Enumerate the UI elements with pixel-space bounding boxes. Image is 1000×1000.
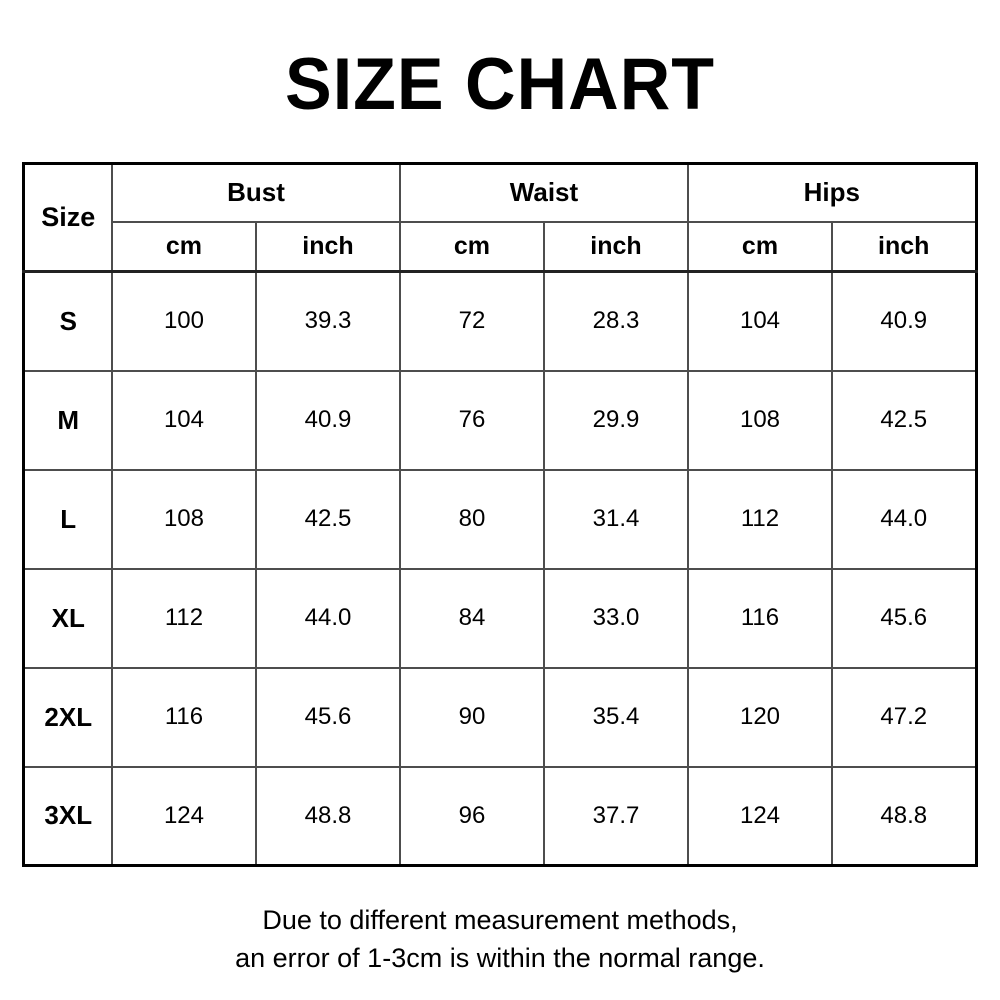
table-row: S 100 39.3 72 28.3 104 40.9 [22, 270, 977, 372]
measurement-value: 76 [398, 369, 545, 471]
unit-header-waist-inch: inch [542, 220, 690, 273]
table-header: Size Bust Waist Hips cm inch cm inch cm … [22, 162, 977, 273]
size-label: 3XL [22, 765, 113, 867]
column-header-waist: Waist [398, 162, 690, 223]
measurement-value: 28.3 [542, 270, 690, 372]
measurement-value: 120 [687, 666, 833, 768]
measurement-value: 72 [398, 270, 545, 372]
measurement-value: 42.5 [254, 468, 401, 570]
unit-header-waist-cm: cm [398, 220, 545, 273]
size-chart-table: Size Bust Waist Hips cm inch cm inch cm … [22, 162, 978, 867]
column-header-size: Size [22, 162, 113, 273]
unit-header-bust-inch: inch [254, 220, 401, 273]
table-row: 2XL 116 45.6 90 35.4 120 47.2 [22, 666, 977, 768]
measurement-value: 44.0 [254, 567, 401, 669]
measurement-value: 45.6 [831, 567, 977, 669]
size-label: S [22, 270, 113, 372]
measurement-value: 31.4 [542, 468, 690, 570]
measurement-note-line1: Due to different measurement methods, [262, 905, 738, 935]
measurement-value: 112 [687, 468, 833, 570]
unit-header-hips-cm: cm [687, 220, 833, 273]
page-title: SIZE CHART [285, 43, 715, 125]
table-row: 3XL 124 48.8 96 37.7 124 48.8 [22, 765, 977, 867]
measurement-value: 104 [687, 270, 833, 372]
unit-header-bust-cm: cm [110, 220, 257, 273]
size-chart-page: SIZE CHART Size Bust Waist Hips cm inch … [0, 43, 1000, 1000]
size-label: L [22, 468, 113, 570]
measurement-value: 124 [110, 765, 257, 867]
measurement-value: 44.0 [831, 468, 977, 570]
measurement-value: 90 [398, 666, 545, 768]
size-label: 2XL [22, 666, 113, 768]
header-group-row: Size Bust Waist Hips [22, 162, 977, 273]
measurement-value: 96 [398, 765, 545, 867]
column-header-hips: Hips [687, 162, 977, 223]
measurement-value: 116 [110, 666, 257, 768]
size-label: XL [22, 567, 113, 669]
measurement-value: 40.9 [831, 270, 977, 372]
measurement-value: 124 [687, 765, 833, 867]
header-unit-row: cm inch cm inch cm inch [24, 220, 977, 273]
measurement-value: 104 [110, 369, 257, 471]
size-table-body: S 100 39.3 72 28.3 104 40.9 M 104 40.9 76 29.9 108 42… [22, 270, 977, 867]
measurement-value: 45.6 [254, 666, 401, 768]
measurement-value: 108 [687, 369, 833, 471]
size-label: M [22, 369, 113, 471]
measurement-value: 39.3 [254, 270, 401, 372]
measurement-value: 84 [398, 567, 545, 669]
measurement-value: 108 [110, 468, 257, 570]
measurement-value: 33.0 [542, 567, 690, 669]
measurement-value: 116 [687, 567, 833, 669]
table-row: L 108 42.5 80 31.4 112 44.0 [22, 468, 977, 570]
measurement-value: 80 [398, 468, 545, 570]
measurement-value: 100 [110, 270, 257, 372]
column-header-bust: Bust [110, 162, 401, 223]
table-row: XL 112 44.0 84 33.0 116 45.6 [22, 567, 977, 669]
measurement-value: 112 [110, 567, 257, 669]
measurement-note: Due to different measurement methods, an… [0, 901, 1000, 977]
measurement-value: 42.5 [831, 369, 977, 471]
measurement-value: 48.8 [831, 765, 977, 867]
measurement-note-line2: an error of 1-3cm is within the normal r… [235, 943, 765, 973]
measurement-value: 47.2 [831, 666, 977, 768]
measurement-value: 35.4 [542, 666, 690, 768]
unit-header-hips-inch: inch [831, 220, 977, 273]
measurement-value: 40.9 [254, 369, 401, 471]
table-row: M 104 40.9 76 29.9 108 42.5 [22, 369, 977, 471]
measurement-value: 37.7 [542, 765, 690, 867]
measurement-value: 48.8 [254, 765, 401, 867]
measurement-value: 29.9 [542, 369, 690, 471]
